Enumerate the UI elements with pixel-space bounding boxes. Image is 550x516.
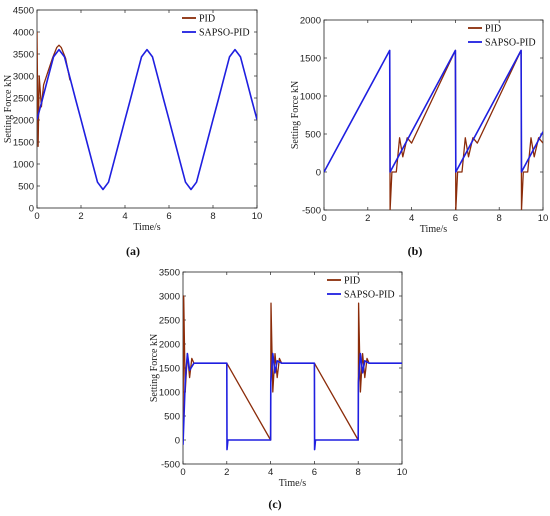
x-tick-label: 6 — [312, 467, 317, 478]
y-tick-label: 2500 — [13, 93, 34, 104]
plot-area — [323, 19, 544, 211]
y-tick-label: 500 — [164, 411, 180, 422]
y-tick-label: 3500 — [13, 49, 34, 60]
x-tick-label: 8 — [497, 213, 502, 224]
panel-label: (a) — [126, 244, 140, 258]
y-tick-label: 2000 — [13, 115, 34, 126]
y-axis-label: Setting Force kN — [3, 75, 14, 143]
x-tick-label: 0 — [321, 213, 326, 224]
legend-label: SAPSO-PID — [485, 38, 536, 49]
y-tick-label: 4500 — [13, 5, 34, 16]
x-tick-label: 4 — [122, 211, 127, 222]
series-line-sapso-pid — [37, 48, 257, 191]
series-line-pid — [389, 49, 543, 210]
y-tick-label: 1000 — [159, 387, 180, 398]
legend-label: PID — [199, 14, 215, 25]
x-tick-label: 10 — [538, 213, 549, 224]
y-axis-label: Setting Force kN — [290, 81, 301, 149]
series-line-sapso-pid — [183, 352, 402, 451]
y-tick-label: 500 — [18, 181, 34, 192]
x-tick-label: 10 — [252, 211, 263, 222]
chart-panel-1: 0 2 4 6 8 10 0 500 1000 1500 2000 2500 3000 3500 4000 4… — [3, 5, 262, 258]
x-tick-label: 8 — [210, 211, 215, 222]
y-tick-label: 4000 — [13, 27, 34, 38]
legend-label: PID — [344, 276, 360, 287]
panel-label: (c) — [268, 497, 281, 511]
y-tick-label: -500 — [161, 459, 180, 470]
x-tick-label: 2 — [224, 467, 229, 478]
chart-panel-2: 0 2 4 6 8 10-5000500100015002000Time/sSetting… — [290, 15, 548, 258]
y-tick-label: 0 — [29, 203, 34, 214]
x-tick-label: 6 — [166, 211, 171, 222]
y-tick-label: 1500 — [13, 137, 34, 148]
panel-label: (b) — [408, 244, 423, 258]
legend-label: SAPSO-PID — [344, 290, 395, 301]
plot-area — [36, 9, 258, 209]
y-tick-label: 1000 — [300, 91, 321, 102]
legend-label: PID — [485, 24, 501, 35]
legend-label: SAPSO-PID — [199, 28, 250, 39]
y-tick-label: 1500 — [159, 363, 180, 374]
y-tick-label: 3000 — [13, 71, 34, 82]
y-axis-label: Setting Force kN — [149, 334, 160, 402]
y-tick-label: 2000 — [300, 15, 321, 26]
x-tick-label: 6 — [453, 213, 458, 224]
x-tick-label: 8 — [356, 467, 361, 478]
x-axis-label: Time/s — [420, 224, 448, 235]
plot-area — [182, 271, 403, 465]
x-axis-label: Time/s — [133, 222, 161, 233]
x-tick-label: 4 — [409, 213, 414, 224]
x-tick-label: 4 — [268, 467, 273, 478]
y-tick-label: 1000 — [13, 159, 34, 170]
x-tick-label: 0 — [34, 211, 39, 222]
y-tick-label: 500 — [305, 129, 321, 140]
x-tick-label: 2 — [78, 211, 83, 222]
y-tick-label: 2500 — [159, 315, 180, 326]
x-tick-label: 0 — [180, 467, 185, 478]
x-axis-label: Time/s — [279, 478, 307, 489]
x-tick-label: 2 — [365, 213, 370, 224]
y-tick-label: -500 — [302, 205, 321, 216]
series-line-pid — [37, 31, 71, 148]
y-tick-label: 1500 — [300, 53, 321, 64]
series-line-sapso-pid — [324, 49, 543, 173]
chart-panel-3: 0 2 4 6 8 10-5000500100015002000250030003500T… — [149, 267, 407, 511]
y-tick-label: 2000 — [159, 339, 180, 350]
x-tick-label: 10 — [397, 467, 408, 478]
y-tick-label: 3500 — [159, 267, 180, 278]
y-tick-label: 0 — [175, 435, 180, 446]
y-tick-label: 3000 — [159, 291, 180, 302]
y-tick-label: 0 — [316, 167, 321, 178]
